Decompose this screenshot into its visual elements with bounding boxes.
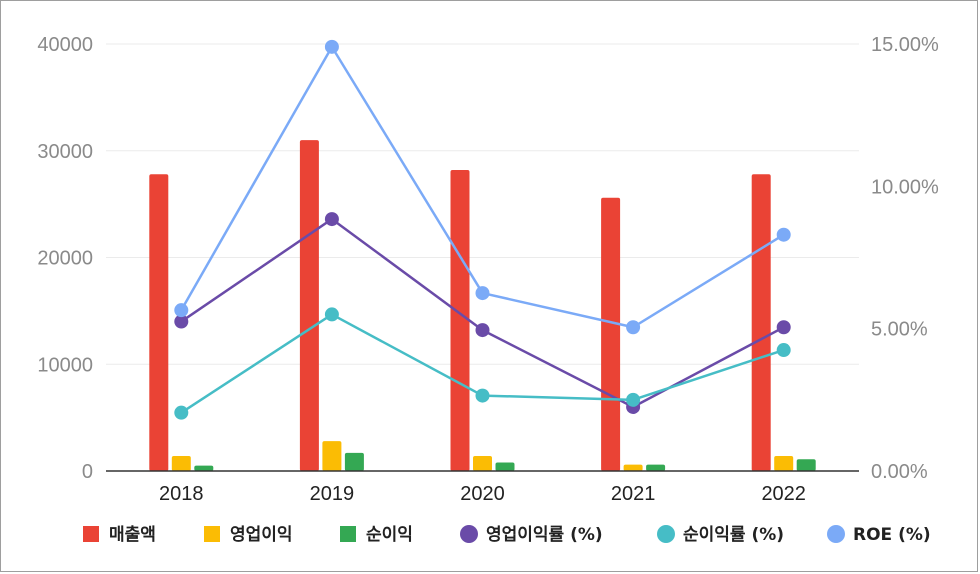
point-순이익률-2022 [776,343,791,358]
point-roe-2022 [776,227,791,242]
bar-매출액-2022 [751,174,771,472]
legend-label: 순이익률 (%) [683,525,784,545]
bar-매출액-2021 [601,197,621,471]
point-영업이익률-2018 [174,314,189,329]
point-순이익률-2018 [174,405,189,420]
point-순이익률-2021 [626,392,641,407]
y-left-tick-label: 0 [82,461,93,483]
legend-swatch [83,526,99,542]
point-순이익률-2020 [475,388,490,403]
bar-영업이익-2019 [322,441,342,471]
legend-item-순이익: 순이익 [340,525,413,545]
legend-label: 순이익 [366,525,413,545]
point-roe-2021 [626,320,641,335]
legend-item-roe: ROE (%) [827,525,931,545]
bar-매출액-2018 [149,174,169,472]
bar-순이익-2018 [194,465,214,471]
legend-label: 매출액 [109,525,156,545]
legend-swatch [460,525,478,543]
y-right-tick-label: 10.00% [871,176,939,198]
x-tick-label: 2020 [460,483,505,505]
legend-item-순이익률: 순이익률 (%) [657,525,784,545]
legend-label: ROE (%) [853,525,931,545]
x-tick-label: 2021 [611,483,656,505]
legend-swatch [657,525,675,543]
line-series [174,39,791,420]
point-영업이익률-2022 [776,320,791,335]
bar-영업이익-2022 [774,456,794,471]
bar-series [149,140,816,472]
y-right-tick-label: 5.00% [871,319,928,341]
bar-순이익-2020 [495,462,515,471]
line-roe [180,45,785,329]
point-roe-2020 [475,286,490,301]
legend-item-영업이익률: 영업이익률 (%) [460,525,603,545]
legend-swatch [340,526,356,542]
legend-label: 영업이익률 (%) [486,525,603,545]
x-tick-label: 2019 [310,483,355,505]
legend-item-매출액: 매출액 [83,525,156,545]
legend-swatch [827,525,845,543]
legend: 매출액 영업이익 순이익 영업이익률 (%) 순이익률 (%) ROE (%) [83,525,931,545]
point-roe-2018 [174,303,189,318]
legend-item-영업이익: 영업이익 [204,525,293,545]
legend-swatch [204,526,220,542]
point-순이익률-2019 [324,307,339,322]
y-axis-right: 0.00% 5.00% 10.00% 15.00% [871,34,939,483]
gridlines [106,43,859,365]
bar-순이익-2022 [796,459,816,471]
bar-매출액-2019 [299,140,319,471]
y-left-tick-label: 40000 [37,34,93,56]
x-tick-label: 2018 [159,483,204,505]
point-영업이익률-2019 [324,212,339,227]
y-right-tick-label: 15.00% [871,34,939,56]
y-axis-left: 0 10000 20000 30000 40000 [37,34,93,483]
x-axis: 2018 2019 2020 2021 2022 [159,483,806,505]
bar-영업이익-2018 [171,456,191,471]
bar-매출액-2020 [450,169,470,471]
point-영업이익률-2020 [475,323,490,338]
y-right-tick-label: 0.00% [871,461,928,483]
y-left-tick-label: 10000 [37,354,93,376]
bar-순이익-2019 [344,452,364,471]
y-left-tick-label: 30000 [37,141,93,163]
y-left-tick-label: 20000 [37,248,93,270]
x-tick-label: 2022 [761,483,806,505]
bar-영업이익-2021 [623,464,643,471]
legend-label: 영업이익 [230,525,293,545]
bar-영업이익-2020 [473,456,492,471]
bar-순이익-2021 [646,464,666,471]
point-roe-2019 [324,39,339,54]
